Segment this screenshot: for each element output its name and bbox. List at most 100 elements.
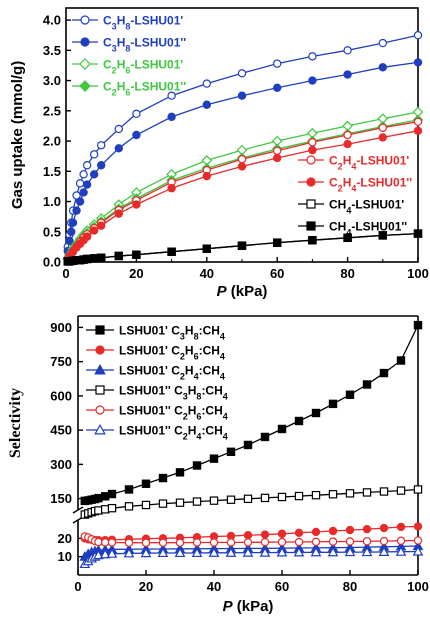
data-point bbox=[277, 529, 287, 538]
x-tick-label: 20 bbox=[129, 266, 143, 281]
data-point bbox=[413, 58, 423, 67]
data-point bbox=[345, 525, 355, 535]
data-point bbox=[277, 424, 287, 434]
data-point bbox=[343, 233, 352, 243]
data-point bbox=[175, 538, 185, 547]
data-point bbox=[202, 171, 211, 181]
legend-entry: LSHU01' C2H6:CH4 bbox=[86, 344, 225, 362]
y-tick-label: 10 bbox=[58, 549, 72, 564]
data-point bbox=[260, 493, 270, 503]
data-point bbox=[260, 432, 270, 442]
data-point bbox=[141, 479, 151, 488]
data-point bbox=[413, 485, 423, 494]
data-point bbox=[114, 124, 124, 134]
legend-label: LSHU01'' C2H4:CH4 bbox=[119, 424, 228, 442]
data-point bbox=[362, 524, 372, 534]
series-3 bbox=[80, 485, 423, 519]
data-point bbox=[311, 527, 321, 537]
data-point bbox=[328, 526, 338, 536]
data-point bbox=[96, 161, 106, 170]
data-point bbox=[273, 153, 282, 163]
legend-label: LSHU01'' C3H8:CH4 bbox=[119, 384, 228, 402]
legend-center-right: C2H4-LSHU01' C2H4-LSHU01'' CH4-LSHU01' CH4-… bbox=[298, 154, 412, 238]
data-point bbox=[345, 537, 355, 546]
x-tick-label: 40 bbox=[207, 579, 221, 594]
data-point bbox=[396, 356, 406, 365]
legend-top-left: C3H8-LSHU01' C3H8-LSHU01'' C2H6-LSHU01' C2H… bbox=[72, 14, 186, 98]
legend-marker bbox=[306, 199, 316, 209]
x-axis-title: P (kPa) bbox=[217, 283, 268, 300]
data-point bbox=[328, 537, 338, 546]
legend-label: C2H4-LSHU01' bbox=[329, 154, 409, 172]
data-point bbox=[413, 126, 423, 135]
legend-entry: C2H6-LSHU01' bbox=[72, 58, 183, 76]
legend-marker bbox=[95, 385, 105, 395]
data-point bbox=[123, 547, 135, 558]
legend-entry: CH4-LSHU01' bbox=[298, 198, 404, 216]
legend-entry: C2H6-LSHU01'' bbox=[72, 80, 186, 98]
data-point bbox=[308, 138, 317, 147]
data-point bbox=[167, 184, 176, 193]
data-point bbox=[175, 498, 185, 507]
legend-marker bbox=[80, 15, 90, 25]
series-4 bbox=[80, 532, 423, 547]
legend-entry: CH4-LSHU01'' bbox=[298, 220, 407, 238]
data-point bbox=[124, 485, 134, 494]
y-tick-label: 0.0 bbox=[43, 255, 61, 270]
data-point bbox=[158, 473, 168, 483]
data-point bbox=[72, 191, 81, 200]
data-point bbox=[311, 490, 321, 500]
data-point bbox=[310, 546, 322, 557]
legend-marker bbox=[94, 423, 106, 435]
data-point bbox=[158, 538, 168, 547]
y-tick-label: 1.0 bbox=[43, 194, 61, 209]
data-point bbox=[132, 109, 141, 119]
data-point bbox=[328, 490, 338, 499]
axis-break-mark bbox=[72, 506, 84, 514]
data-point bbox=[226, 447, 236, 457]
data-point bbox=[294, 491, 304, 501]
data-point bbox=[243, 494, 253, 504]
data-point bbox=[308, 52, 317, 61]
legend-entry: C3H8-LSHU01' bbox=[72, 14, 183, 32]
data-point bbox=[379, 487, 389, 496]
data-point bbox=[308, 76, 317, 85]
x-tick-label: 60 bbox=[270, 266, 284, 281]
data-point bbox=[413, 320, 423, 330]
x-tick-label: 80 bbox=[343, 579, 357, 594]
legend-label: C2H6-LSHU01'' bbox=[103, 80, 186, 98]
x-tick-label: 0 bbox=[62, 266, 69, 281]
legend-label: C2H6-LSHU01' bbox=[103, 58, 183, 76]
data-point bbox=[413, 536, 423, 545]
legend-label: CH4-LSHU01'' bbox=[329, 220, 407, 238]
series-1 bbox=[63, 58, 423, 256]
selectivity-chart: 0 20 40 60 80 100 150 300 450 600 750 900 10 20 P (kPa… bbox=[7, 315, 429, 615]
y-tick-label: 900 bbox=[50, 320, 72, 335]
data-point bbox=[208, 547, 220, 557]
data-point bbox=[378, 38, 387, 48]
legend-marker bbox=[79, 58, 91, 70]
data-point bbox=[311, 537, 321, 547]
legend-label: LSHU01' C2H4:CH4 bbox=[119, 364, 225, 382]
data-point bbox=[362, 537, 372, 546]
data-point bbox=[192, 497, 202, 506]
legend-entry: LSHU01' C3H8:CH4 bbox=[86, 324, 225, 342]
data-point bbox=[124, 538, 134, 547]
data-point bbox=[327, 546, 339, 557]
data-point bbox=[243, 531, 253, 540]
data-point bbox=[94, 493, 103, 503]
data-point bbox=[107, 538, 117, 547]
data-point bbox=[361, 546, 373, 557]
data-point bbox=[192, 461, 202, 470]
y-tick-label: 150 bbox=[50, 491, 72, 506]
data-point bbox=[209, 496, 219, 505]
data-point bbox=[237, 241, 247, 250]
data-point bbox=[273, 59, 282, 68]
data-point bbox=[379, 523, 389, 533]
gas-uptake-chart: 0 20 40 60 80 100 0.0 0.5 1.0 1.5 2.0 2.5 3.0 3.5 4.0 P… bbox=[9, 7, 429, 300]
data-point bbox=[237, 91, 247, 100]
legend-marker bbox=[306, 155, 316, 165]
data-point bbox=[308, 145, 317, 155]
legend-entry: LSHU01'' C2H4:CH4 bbox=[86, 424, 228, 442]
data-point bbox=[75, 197, 85, 206]
